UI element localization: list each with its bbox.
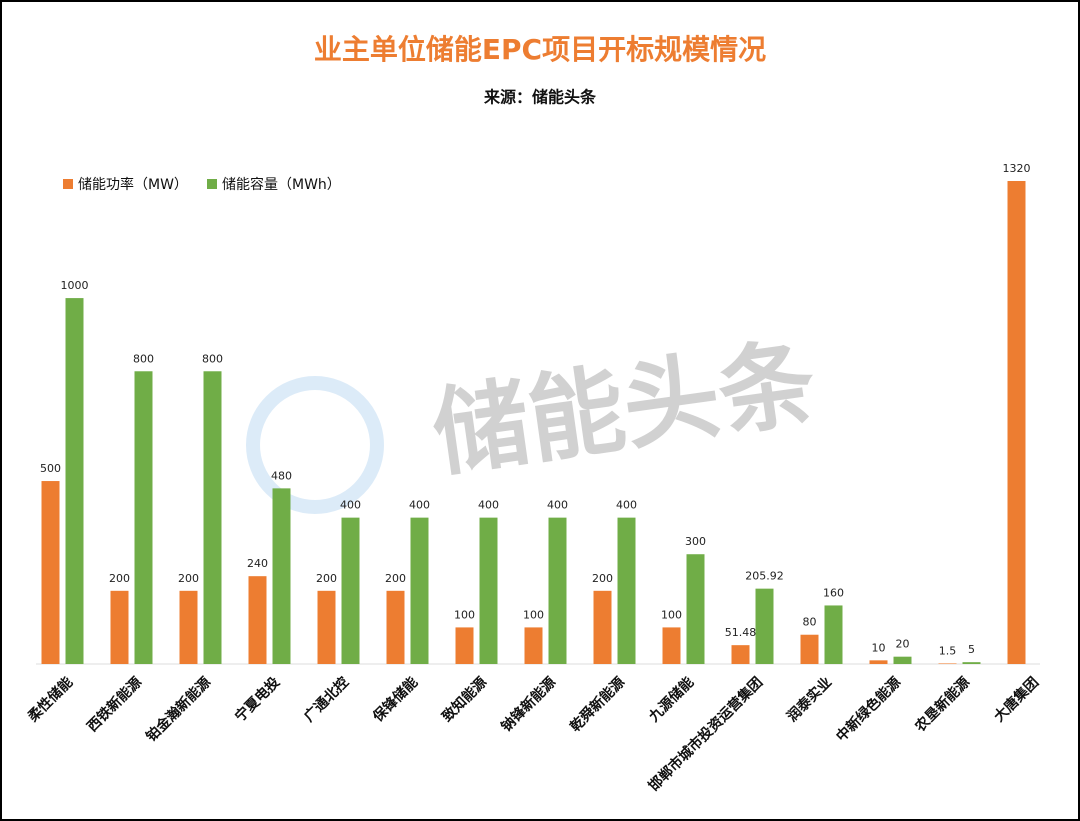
chart-title: 业主单位储能EPC项目开标规模情况 — [314, 33, 766, 66]
value-label: 100 — [523, 608, 544, 621]
bar — [869, 660, 888, 664]
value-label: 200 — [178, 572, 199, 585]
bar — [248, 576, 267, 664]
bar — [341, 517, 360, 664]
bar — [755, 588, 774, 664]
bar — [824, 605, 843, 664]
value-label: 300 — [685, 535, 706, 548]
bar — [479, 517, 498, 664]
bar — [110, 590, 129, 664]
bar — [938, 663, 957, 664]
value-label: 100 — [661, 608, 682, 621]
bar — [686, 554, 705, 664]
value-label: 5 — [968, 643, 975, 656]
legend-swatch — [63, 179, 73, 189]
bar — [203, 371, 222, 664]
bar — [317, 590, 336, 664]
legend-label: 储能容量（MWh） — [222, 176, 341, 193]
value-label: 80 — [803, 616, 817, 629]
bar — [800, 634, 819, 664]
value-label: 240 — [247, 557, 268, 570]
value-label: 480 — [271, 469, 292, 482]
value-label: 51.48 — [725, 626, 757, 639]
value-label: 205.92 — [745, 570, 784, 583]
bar — [1007, 181, 1026, 664]
legend-swatch — [207, 179, 217, 189]
bar — [593, 590, 612, 664]
bar — [893, 656, 912, 664]
value-label: 160 — [823, 586, 844, 599]
value-label: 200 — [592, 572, 613, 585]
bar — [386, 590, 405, 664]
value-label: 1000 — [61, 279, 89, 292]
bar — [548, 517, 567, 664]
value-label: 100 — [454, 608, 475, 621]
value-label: 400 — [409, 499, 430, 512]
value-label: 200 — [109, 572, 130, 585]
value-label: 400 — [340, 499, 361, 512]
value-label: 800 — [202, 352, 223, 365]
bar — [65, 298, 84, 664]
value-label: 400 — [478, 499, 499, 512]
value-label: 400 — [547, 499, 568, 512]
value-label: 400 — [616, 499, 637, 512]
bar — [617, 517, 636, 664]
bar — [41, 481, 60, 664]
bar — [962, 662, 981, 664]
value-label: 20 — [896, 638, 910, 651]
bar — [134, 371, 153, 664]
watermark-logo — [246, 376, 384, 514]
legend-label: 储能功率（MW） — [78, 176, 188, 193]
bar — [524, 627, 543, 664]
bar — [662, 627, 681, 664]
bar — [731, 645, 750, 664]
bar — [272, 488, 291, 664]
chart-subtitle: 来源：储能头条 — [483, 88, 597, 107]
value-label: 200 — [385, 572, 406, 585]
value-label: 800 — [133, 352, 154, 365]
bar — [410, 517, 429, 664]
value-label: 10 — [872, 641, 886, 654]
bar — [179, 590, 198, 664]
value-label: 1320 — [1003, 162, 1031, 175]
value-label: 1.5 — [939, 644, 957, 657]
value-label: 500 — [40, 462, 61, 475]
value-label: 200 — [316, 572, 337, 585]
bar — [455, 627, 474, 664]
